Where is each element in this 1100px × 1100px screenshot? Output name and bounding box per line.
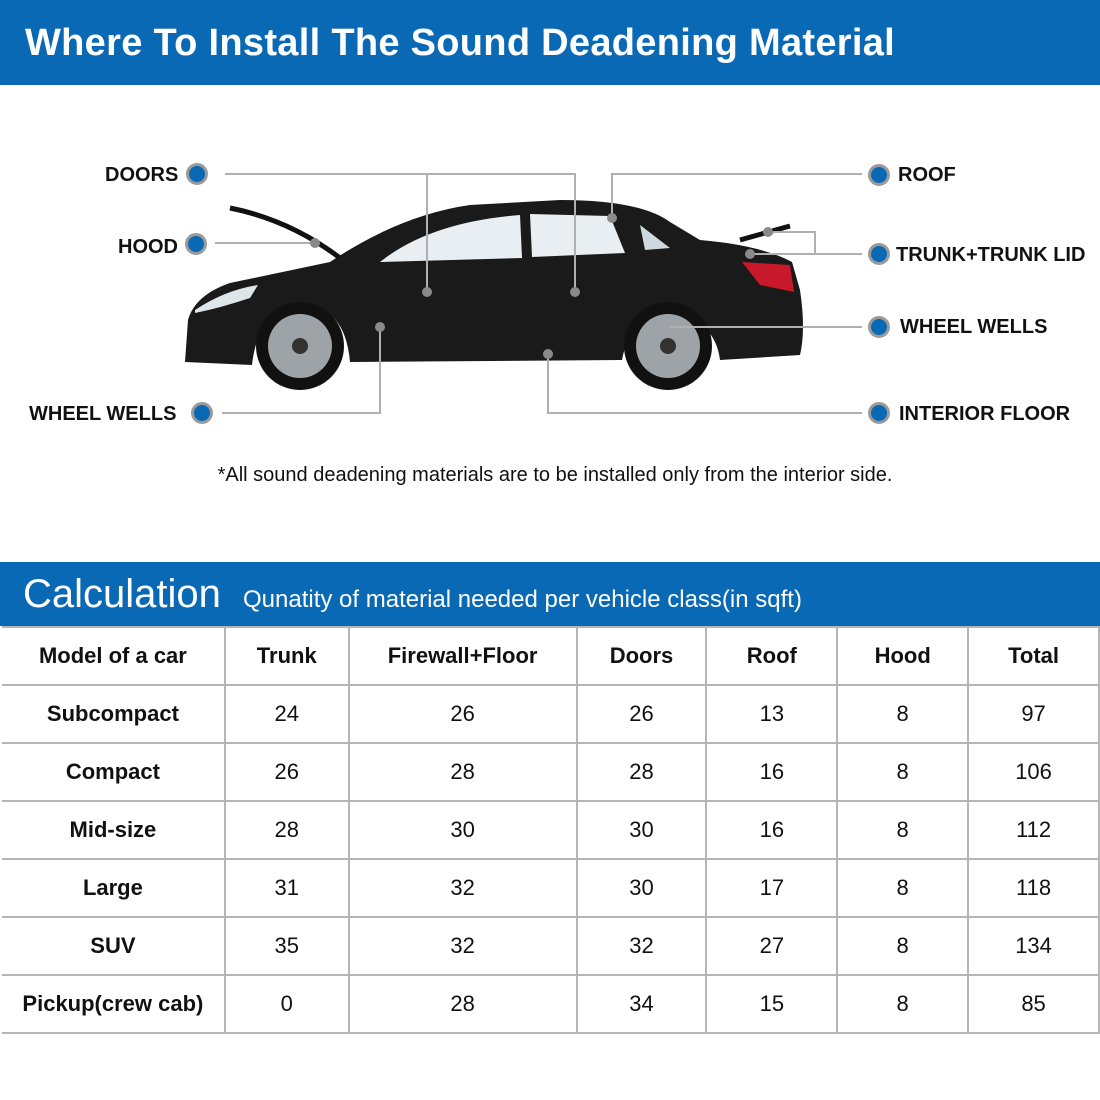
column-header: Total xyxy=(967,626,1100,686)
table-cell: 97 xyxy=(967,684,1100,744)
label-wheel-wells-left: WHEEL WELLS xyxy=(29,403,177,425)
table-header-row: Model of a car Trunk Firewall+Floor Doors Ro… xyxy=(2,626,1100,686)
label-trunk: TRUNK+TRUNK LID xyxy=(896,244,1086,266)
column-header: Roof xyxy=(705,626,839,686)
calculation-subtitle: Qunatity of material needed per vehicle … xyxy=(243,586,802,613)
row-label: Mid-size xyxy=(2,800,226,860)
trunk-marker-icon xyxy=(868,243,890,265)
table-cell: 8 xyxy=(836,800,970,860)
table-cell: 30 xyxy=(575,858,708,918)
hood-marker-icon xyxy=(185,233,207,255)
table-cell: 26 xyxy=(347,684,578,744)
table-cell: 30 xyxy=(575,800,708,860)
table-cell: 32 xyxy=(575,916,708,976)
table-cell: 8 xyxy=(836,684,970,744)
column-header: Trunk xyxy=(223,626,350,686)
row-label: Large xyxy=(2,858,226,918)
leader-lines xyxy=(215,173,862,414)
table-row: Subcompact 24 26 26 13 8 97 xyxy=(2,684,1100,744)
calculation-title: Calculation xyxy=(23,572,221,616)
table-cell: 85 xyxy=(967,974,1100,1034)
table-row: Mid-size 28 30 30 16 8 112 xyxy=(2,800,1100,860)
row-label: SUV xyxy=(2,916,226,976)
table-cell: 17 xyxy=(705,858,839,918)
table-cell: 15 xyxy=(705,974,839,1034)
table-cell: 26 xyxy=(223,742,350,802)
table-cell: 0 xyxy=(223,974,350,1034)
table-row: Compact 26 28 28 16 8 106 xyxy=(2,742,1100,802)
table-cell: 8 xyxy=(836,742,970,802)
calculation-banner: Calculation Qunatity of material needed … xyxy=(0,562,1100,626)
table-cell: 28 xyxy=(575,742,708,802)
column-header: Firewall+Floor xyxy=(347,626,578,686)
table-cell: 118 xyxy=(967,858,1100,918)
doors-marker-icon xyxy=(186,163,208,185)
table-cell: 32 xyxy=(347,916,578,976)
table-cell: 106 xyxy=(967,742,1100,802)
wheel-wells-right-marker-icon xyxy=(868,316,890,338)
column-header: Model of a car xyxy=(2,626,226,686)
material-table: Model of a car Trunk Firewall+Floor Doors Ro… xyxy=(2,626,1100,1034)
attachment-points xyxy=(310,213,773,359)
page-title: Where To Install The Sound Deadening Mat… xyxy=(25,22,896,64)
table-cell: 32 xyxy=(347,858,578,918)
install-note: *All sound deadening materials are to be… xyxy=(217,464,893,486)
label-roof: ROOF xyxy=(898,164,956,186)
car-diagram xyxy=(185,173,862,414)
row-label: Subcompact xyxy=(2,684,226,744)
row-label: Compact xyxy=(2,742,226,802)
table-cell: 34 xyxy=(575,974,708,1034)
column-header: Doors xyxy=(575,626,708,686)
table-cell: 8 xyxy=(836,974,970,1034)
table-cell: 16 xyxy=(705,742,839,802)
title-banner: Where To Install The Sound Deadening Mat… xyxy=(0,0,1100,85)
table-cell: 28 xyxy=(223,800,350,860)
table-cell: 28 xyxy=(347,742,578,802)
label-interior-floor: INTERIOR FLOOR xyxy=(899,403,1071,425)
table-cell: 31 xyxy=(223,858,350,918)
table-row: Large 31 32 30 17 8 118 xyxy=(2,858,1100,918)
table-cell: 27 xyxy=(705,916,839,976)
table-cell: 134 xyxy=(967,916,1100,976)
table-cell: 8 xyxy=(836,916,970,976)
table-cell: 24 xyxy=(223,684,350,744)
table-row: SUV 35 32 32 27 8 134 xyxy=(2,916,1100,976)
table-cell: 30 xyxy=(347,800,578,860)
column-header: Hood xyxy=(836,626,970,686)
table-cell: 35 xyxy=(223,916,350,976)
table-row: Pickup(crew cab) 0 28 34 15 8 85 xyxy=(2,974,1100,1034)
label-wheel-wells-right: WHEEL WELLS xyxy=(900,316,1048,338)
car-illustration xyxy=(185,200,803,390)
label-doors: DOORS xyxy=(105,164,179,186)
label-hood: HOOD xyxy=(118,236,178,258)
table-cell: 28 xyxy=(347,974,578,1034)
row-label: Pickup(crew cab) xyxy=(2,974,226,1034)
table-cell: 8 xyxy=(836,858,970,918)
roof-marker-icon xyxy=(868,164,890,186)
table-cell: 26 xyxy=(575,684,708,744)
table-cell: 112 xyxy=(967,800,1100,860)
interior-floor-marker-icon xyxy=(868,402,890,424)
table-cell: 13 xyxy=(705,684,839,744)
table-cell: 16 xyxy=(705,800,839,860)
wheel-wells-left-marker-icon xyxy=(191,402,213,424)
